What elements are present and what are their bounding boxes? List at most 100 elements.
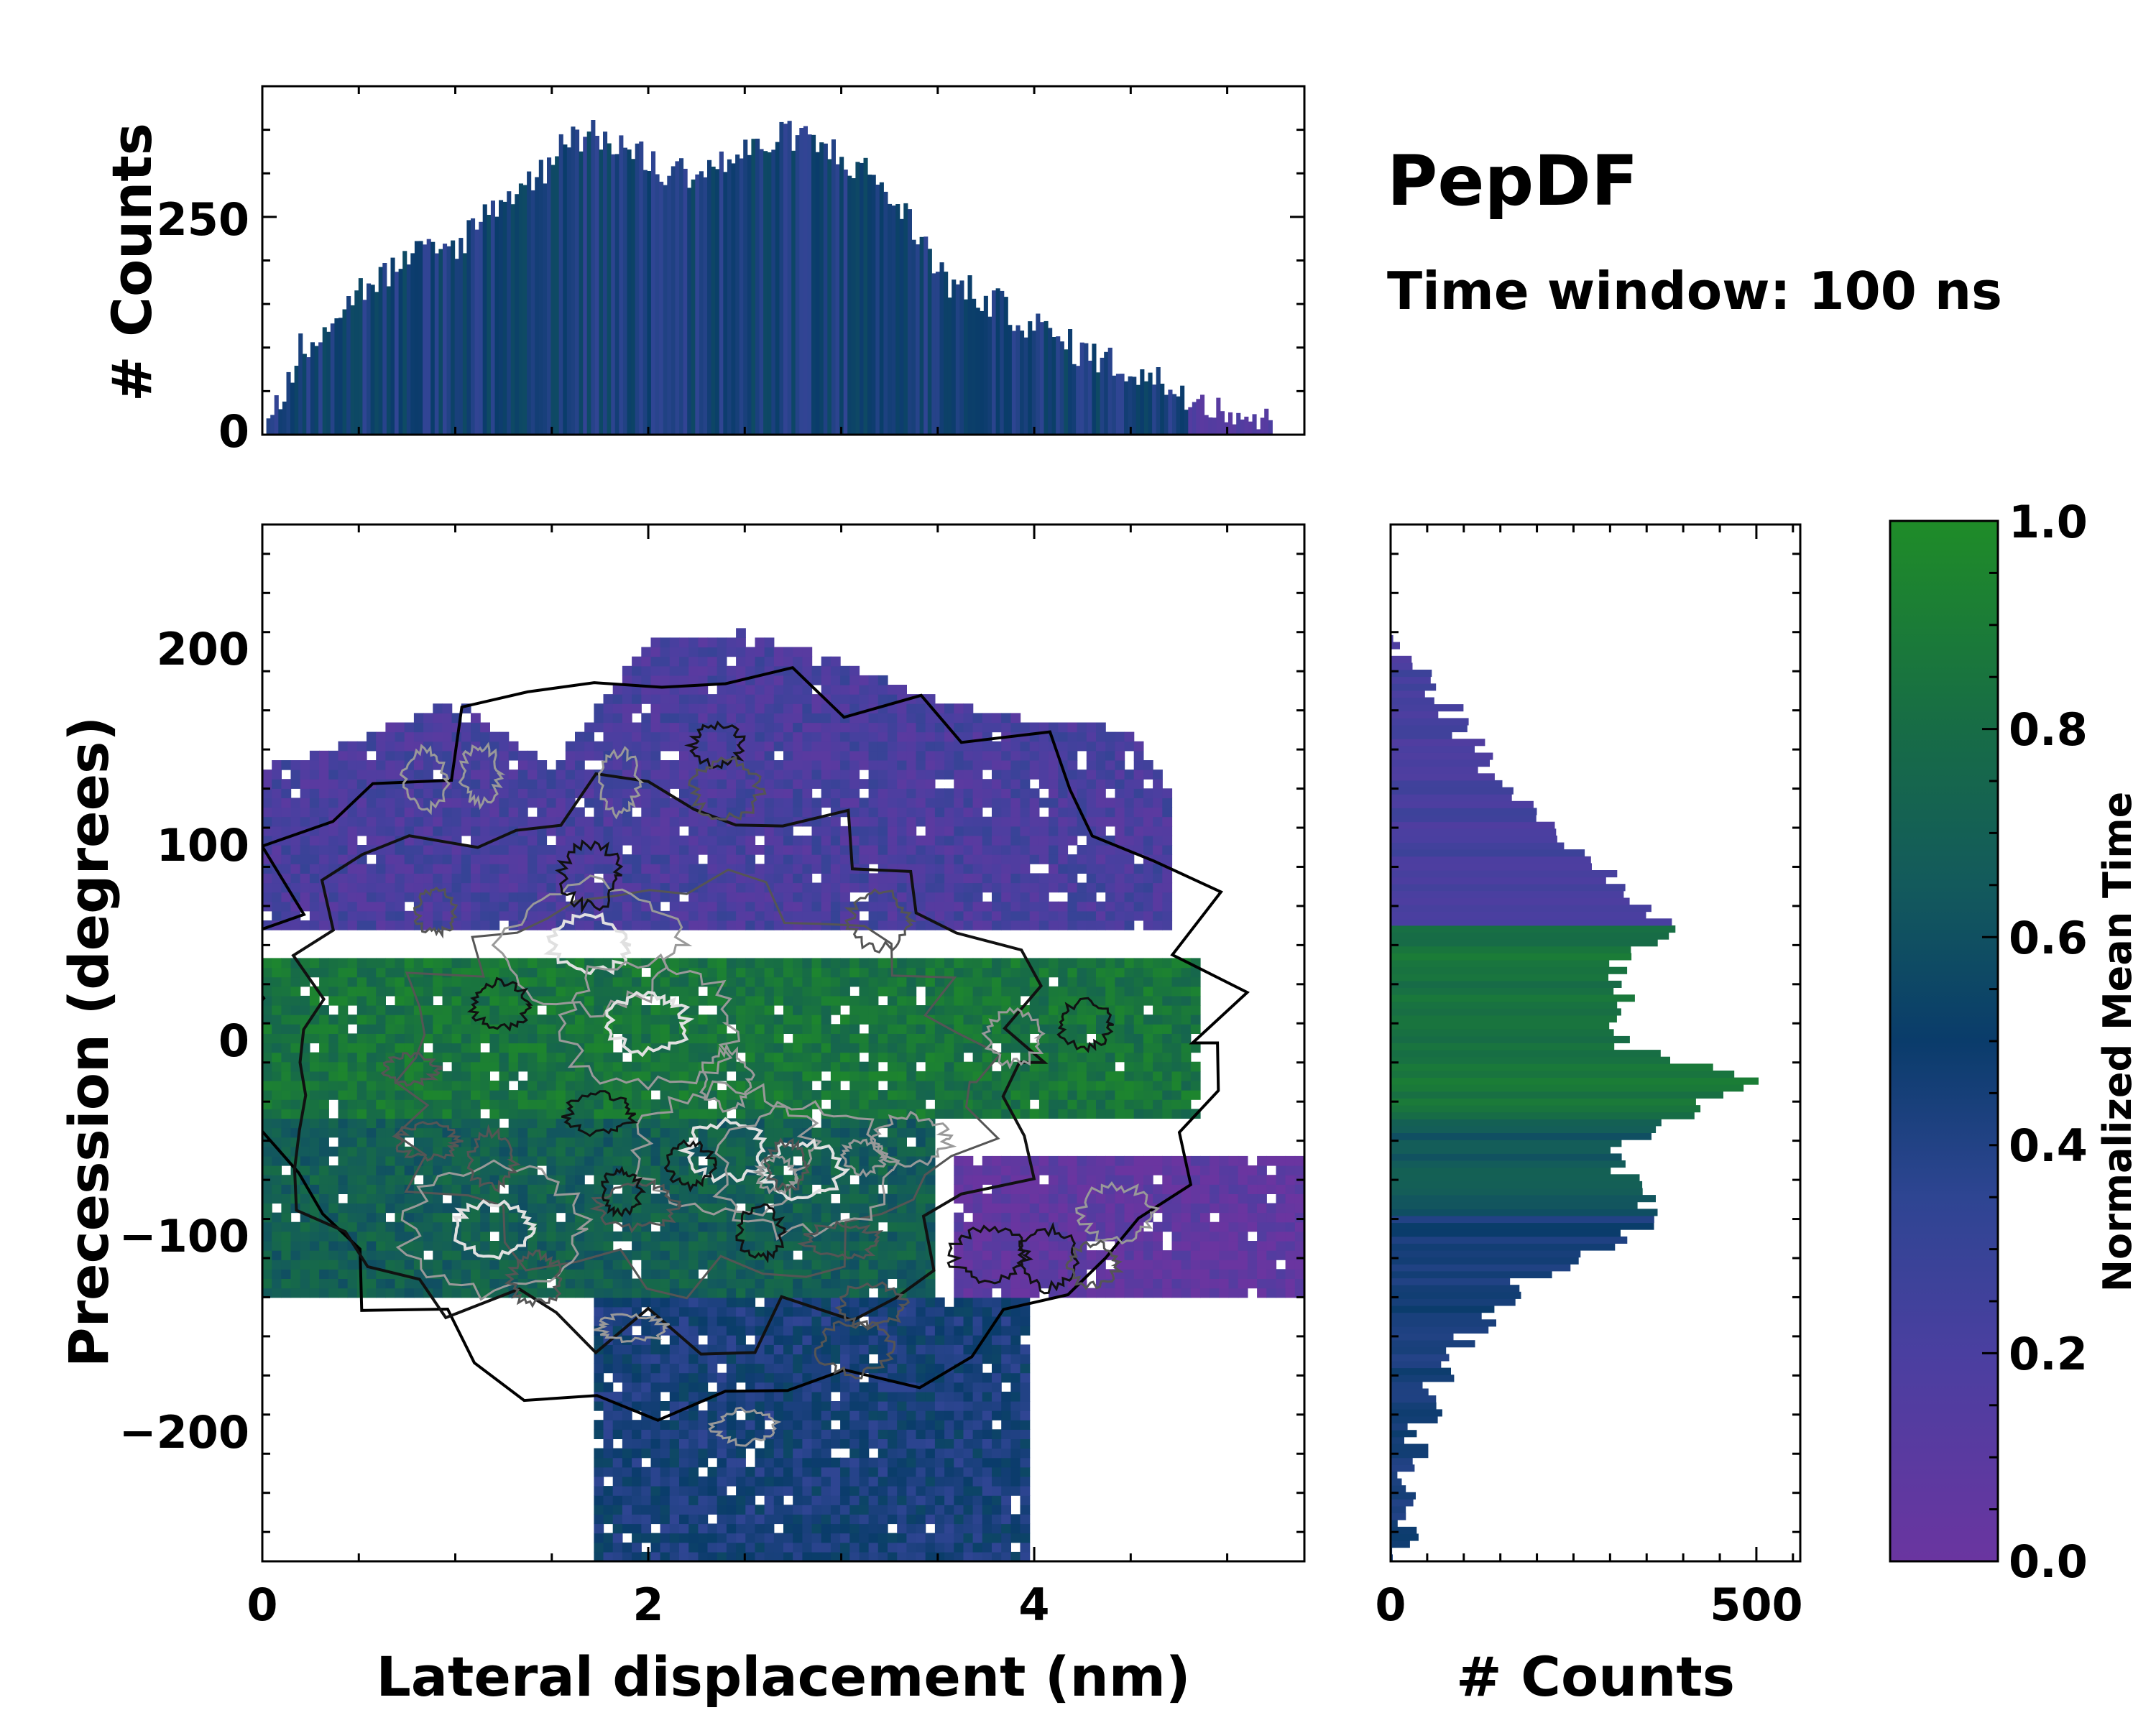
heatmap-cell [594,987,604,997]
heatmap-cell [319,1118,329,1128]
heatmap-cell [736,1279,746,1289]
heatmap-cell [518,883,528,893]
heatmap-cell [348,883,358,893]
heatmap-cell [736,1005,746,1015]
heatmap-cell [528,1193,538,1203]
heatmap-cell [849,977,860,987]
heatmap-cell [708,1184,718,1194]
heatmap-cell [765,1071,775,1081]
heatmap-cell [765,1015,775,1025]
heatmap-cell [831,1090,841,1100]
heatmap-cell [594,1260,604,1270]
heatmap-cell [310,1288,320,1298]
heatmap-cell [310,1279,320,1289]
heatmap-cell [291,1015,301,1025]
heatmap-cell [348,958,358,968]
heatmap-cell [688,1109,699,1119]
heatmap-cell [300,1260,310,1270]
heatmap-cell [622,1458,632,1468]
heatmap-cell [831,1486,841,1496]
heatmap-cell [660,1307,671,1317]
heatmap-cell [328,1024,338,1034]
heatmap-cell [272,1279,282,1289]
top-histogram-bar [1216,398,1220,435]
heatmap-cell [499,892,510,902]
heatmap-cell [272,1222,282,1232]
heatmap-cell [660,1439,671,1449]
heatmap-cell [670,1467,680,1477]
heatmap-cell [641,751,651,761]
top-histogram-bar [599,149,604,435]
heatmap-cell [774,1373,784,1383]
heatmap-cell [433,1128,443,1138]
heatmap-cell [717,1467,727,1477]
heatmap-cell [338,854,349,864]
heatmap-cell [509,864,519,874]
heatmap-cell [604,1109,614,1119]
heatmap-cell [338,836,349,846]
top-histogram-bar [1100,358,1105,435]
heatmap-cell [471,808,481,818]
heatmap-cell [821,1250,831,1260]
heatmap-cell [537,864,547,874]
heatmap-cell [348,1193,358,1203]
heatmap-cell [670,1241,680,1251]
heatmap-cell [878,723,888,733]
heatmap-cell [461,996,471,1006]
heatmap-cell [679,987,689,997]
heatmap-cell [594,1024,604,1034]
heatmap-cell [717,770,727,780]
heatmap-cell [793,873,803,883]
heatmap-cell [443,996,453,1006]
heatmap-cell [745,1288,755,1298]
heatmap-cell [281,845,291,855]
heatmap-cell [783,1420,793,1430]
heatmap-cell [537,873,547,883]
heatmap-cell [849,760,860,770]
heatmap-cell [812,1364,822,1374]
heatmap-cell [367,873,377,883]
heatmap-cell [547,779,557,789]
top-histogram-bar [916,244,920,435]
top-histogram-bar [847,176,852,435]
heatmap-cell [499,732,510,742]
heatmap-cell [262,1005,272,1015]
heatmap-cell [869,1033,879,1043]
heatmap-cell [461,1043,471,1053]
heatmap-cell [670,1232,680,1242]
heatmap-cell [518,1099,528,1109]
heatmap-cell [831,1128,841,1138]
heatmap-cell [878,1486,888,1496]
heatmap-cell [395,1279,405,1289]
heatmap-cell [812,1015,822,1025]
heatmap-cell [566,1090,576,1100]
heatmap-cell [584,1109,594,1119]
heatmap-cell [622,1514,632,1524]
heatmap-cell [831,1298,841,1308]
top-histogram-bar [1192,402,1197,435]
heatmap-cell [802,798,812,808]
heatmap-cell [840,1401,850,1411]
heatmap-cell [509,1193,519,1203]
heatmap-cell [755,987,765,997]
heatmap-cell [736,892,746,902]
heatmap-cell [660,1260,671,1270]
heatmap-cell [793,1477,803,1487]
heatmap-cell [300,1269,310,1279]
heatmap-cell [679,911,689,921]
heatmap-cell [727,1458,737,1468]
heatmap-cell [452,854,462,864]
heatmap-cell [727,1316,737,1326]
heatmap-cell [281,788,291,798]
heatmap-cell [812,836,822,846]
top-histogram-bar [763,151,768,435]
heatmap-cell [651,1260,661,1270]
heatmap-cell [604,713,614,723]
heatmap-cell [480,1241,490,1251]
heatmap-cell [262,817,272,827]
heatmap-cell [584,817,594,827]
heatmap-cell [670,1429,680,1439]
heatmap-cell [860,1449,870,1459]
heatmap-cell [727,1147,737,1157]
